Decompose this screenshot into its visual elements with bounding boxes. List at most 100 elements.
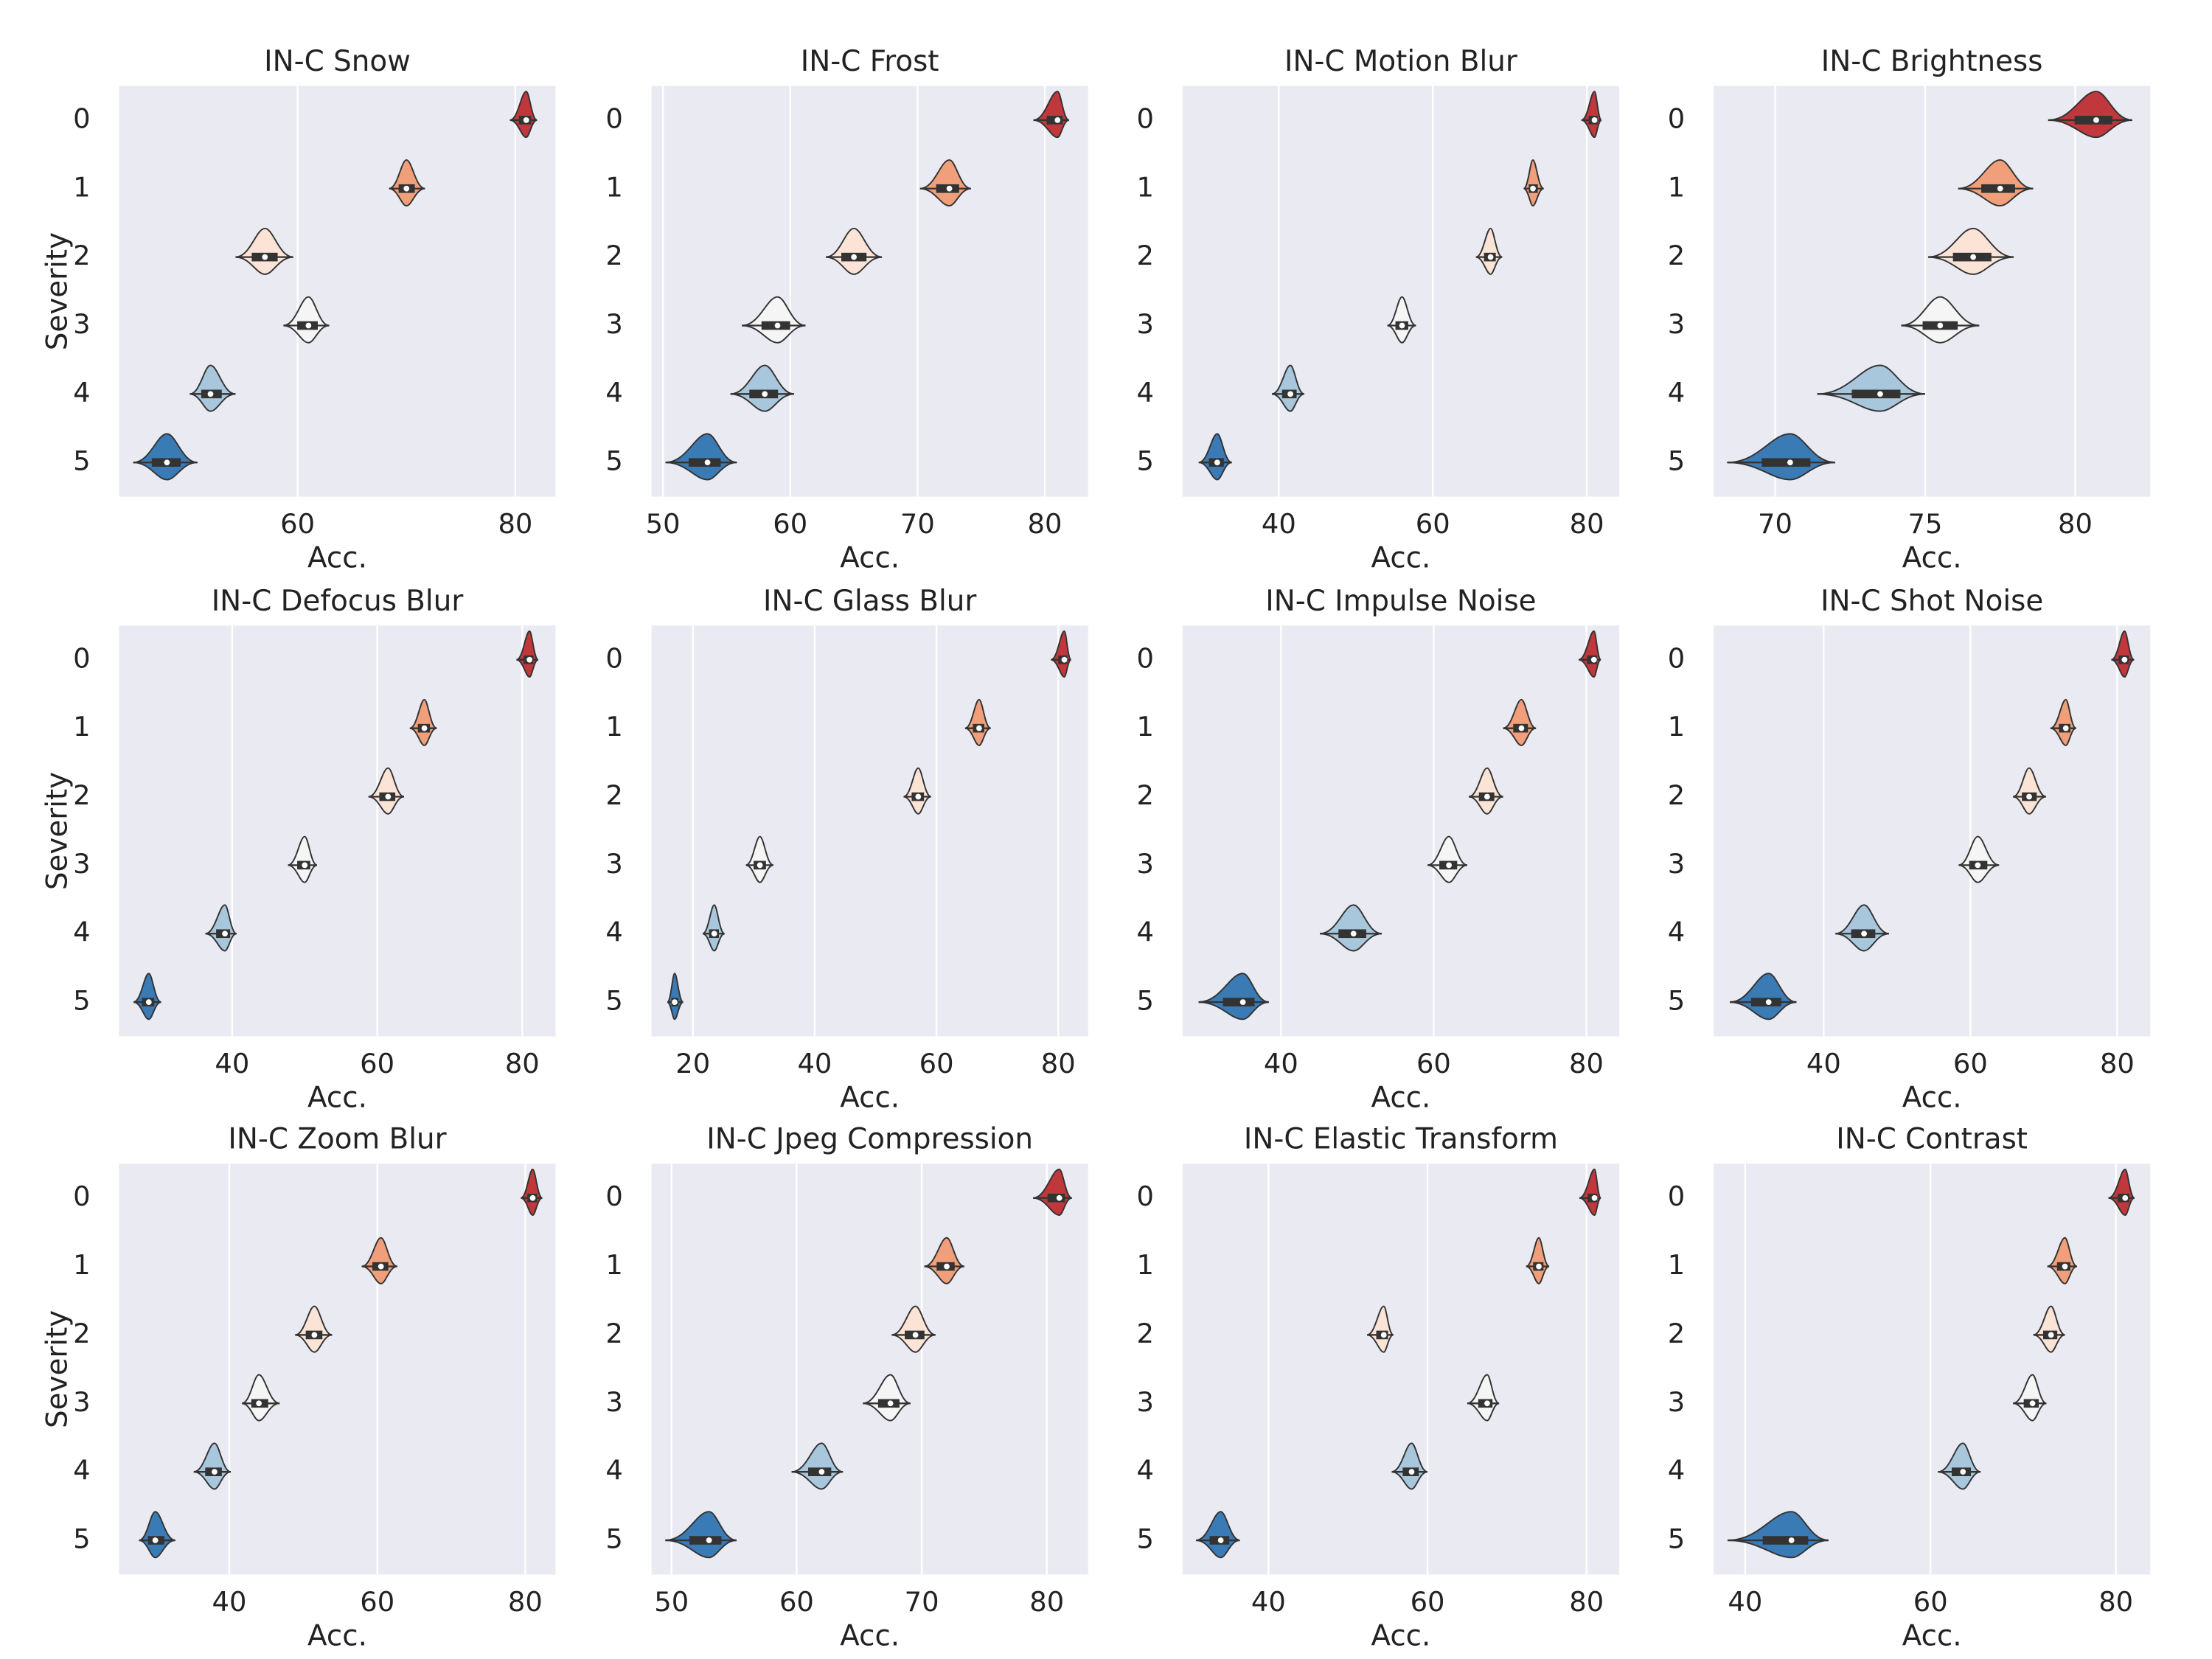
violin-box [1762,1536,1809,1545]
violin-median [1518,725,1525,731]
y-tick-label: 4 [605,1455,622,1486]
violin-median [1960,1469,1966,1475]
violin-median [212,1469,218,1475]
y-tick-label: 1 [73,171,90,203]
chart-title: IN-C Brightness [1821,45,2043,78]
x-tick-label: 40 [797,1048,832,1079]
violin-median [1861,931,1867,937]
y-tick-label: 1 [1137,171,1154,203]
y-tick-label: 1 [73,1249,90,1281]
plot-background [1182,1164,1619,1575]
x-tick-label: 80 [508,1586,543,1618]
y-tick-label: 1 [73,711,90,742]
violin-median [2062,725,2069,731]
violin-median [1591,117,1598,123]
plot-background [651,1164,1088,1575]
violin-median [1530,185,1536,192]
x-axis-label: Acc. [1371,542,1430,575]
x-tick-label: 80 [1041,1048,1076,1079]
violin-median [1975,862,1981,869]
violin-box [1046,116,1063,125]
violin-median [1487,254,1494,260]
y-tick-label: 3 [73,308,90,340]
y-tick-label: 2 [605,779,622,811]
plot-background [1182,625,1619,1037]
y-tick-label: 0 [1668,642,1685,674]
x-tick-label: 60 [1416,1048,1451,1079]
y-tick-label: 4 [1668,1455,1685,1486]
violin-median [774,322,781,329]
violin-median [2048,1332,2054,1338]
y-tick-label: 4 [1137,377,1154,408]
violin-median [2093,117,2099,123]
y-tick-label: 4 [1137,917,1154,948]
violin-box [1851,389,1901,399]
violin-median [2062,1263,2068,1270]
violin-median [1590,656,1597,663]
violin-median [1484,1400,1490,1407]
x-tick-label: 60 [1416,508,1450,540]
x-axis-label: Acc. [307,1619,367,1652]
y-tick-label: 3 [1137,848,1154,880]
y-tick-label: 4 [1137,1455,1154,1486]
violin-median [976,725,982,731]
x-tick-label: 80 [1570,508,1604,540]
x-tick-label: 40 [1262,508,1296,540]
x-tick-label: 50 [646,508,681,540]
x-tick-label: 60 [1953,1048,1988,1079]
x-tick-label: 75 [1908,508,1943,540]
x-tick-label: 80 [1028,508,1062,540]
y-axis-label: Severity [41,772,74,890]
x-tick-label: 40 [1806,1048,1841,1079]
violin-box [1222,998,1255,1006]
x-tick-label: 60 [919,1048,954,1079]
x-tick-label: 70 [905,1586,939,1618]
violin-median [222,931,228,937]
y-tick-label: 0 [605,1180,622,1212]
x-axis-label: Acc. [1902,1619,1962,1652]
violin-median [1997,185,2003,192]
y-tick-label: 2 [73,240,90,271]
violin-median [1446,862,1453,869]
chart-title: IN-C Glass Blur [763,585,976,618]
chart-title: IN-C Impulse Noise [1265,585,1536,618]
x-tick-label: 60 [773,508,807,540]
violin-median [1239,999,1246,1005]
y-tick-label: 3 [605,308,622,340]
y-tick-label: 5 [1668,985,1685,1017]
violin-median [1937,322,1944,329]
y-tick-label: 3 [605,848,622,880]
y-tick-label: 5 [73,445,90,477]
x-axis-label: Acc. [1902,1081,1962,1114]
x-axis-label: Acc. [1902,542,1962,575]
chart-title: IN-C Frost [801,45,939,78]
violin-median [762,391,768,397]
violin-median [1788,1537,1795,1543]
y-tick-label: 3 [1668,308,1685,340]
y-tick-label: 1 [1668,1249,1685,1281]
violin-median [529,1194,536,1201]
y-tick-label: 0 [1668,1180,1685,1212]
y-axis-label: Severity [41,1310,74,1428]
violin-median [145,999,152,1005]
y-tick-label: 1 [605,1249,622,1281]
violin-median [915,793,922,800]
plot-background [1714,625,2151,1037]
x-tick-label: 60 [280,508,315,540]
y-tick-label: 5 [73,985,90,1017]
plot-background [1182,86,1619,497]
y-tick-label: 1 [1668,711,1685,742]
y-tick-label: 0 [1137,1180,1154,1212]
y-tick-label: 4 [1668,377,1685,408]
plot-background [1714,86,2151,497]
y-tick-label: 2 [1137,779,1154,811]
x-tick-label: 80 [2100,1048,2135,1079]
x-tick-label: 70 [900,508,935,540]
x-tick-label: 70 [1758,508,1792,540]
violin-median [1765,999,1772,1005]
y-tick-label: 0 [73,102,90,134]
violin-median [1399,322,1405,329]
violin-median [1484,793,1490,800]
y-tick-label: 4 [73,377,90,408]
x-tick-label: 60 [1913,1586,1948,1618]
